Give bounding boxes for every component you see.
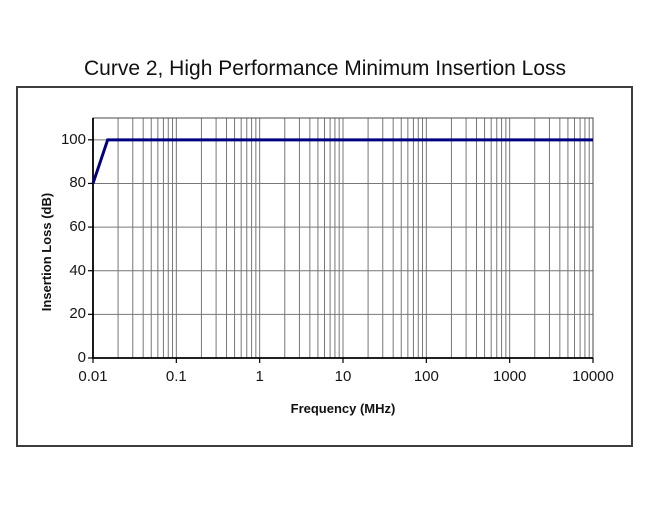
y-tick-label: 100 <box>60 130 86 148</box>
y-tick-label: 80 <box>69 174 86 192</box>
x-tick-label: 1 <box>255 368 264 385</box>
x-tick-label: 1000 <box>492 368 527 385</box>
x-tick-label: 10 <box>334 368 352 385</box>
y-tick-label: 60 <box>69 218 86 236</box>
x-tick-label: 10000 <box>572 368 614 385</box>
y-tick-label: 0 <box>77 349 86 366</box>
x-axis-title: Frequency (MHz) <box>290 401 396 416</box>
x-tick-label: 0.1 <box>165 368 187 385</box>
insertion-loss-curve <box>91 138 593 184</box>
y-axis-title: Insertion Loss (dB) <box>39 192 54 312</box>
chart-title: Curve 2, High Performance Minimum Insert… <box>83 57 566 80</box>
y-tick-label: 40 <box>69 261 86 279</box>
x-tick-label: 100 <box>413 368 439 385</box>
y-tick-label: 20 <box>69 305 86 323</box>
x-tick-label: 0.01 <box>78 368 108 385</box>
